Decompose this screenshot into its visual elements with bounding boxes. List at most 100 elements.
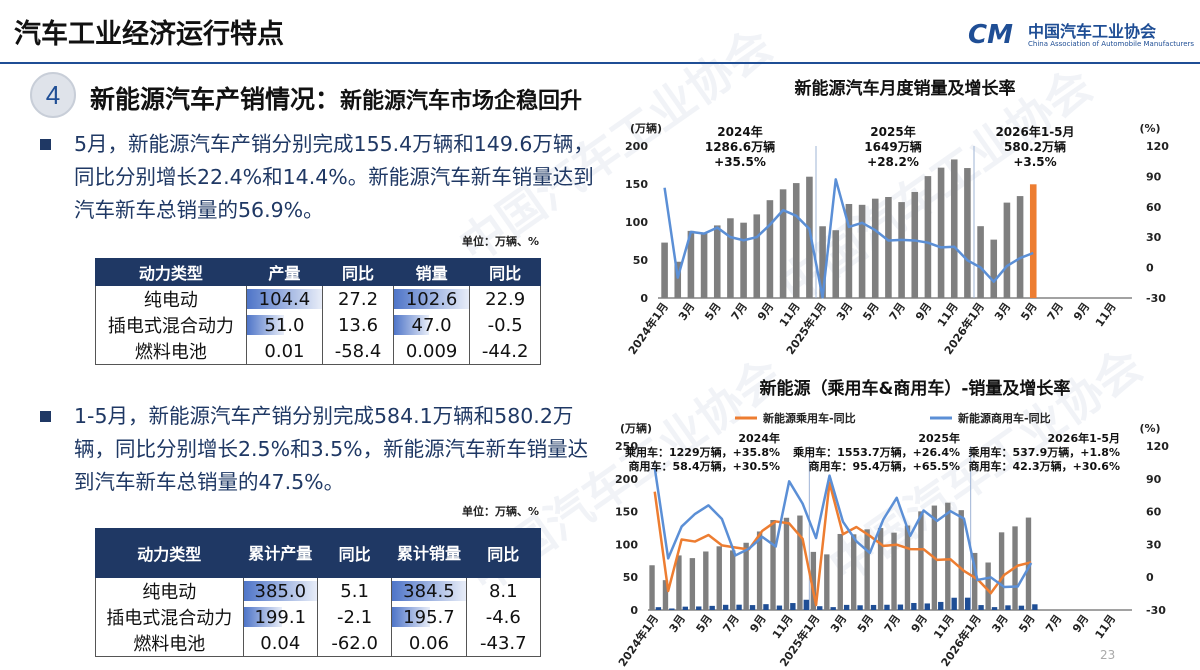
x-tick-label: 7月: [1043, 612, 1064, 635]
chart-bar: [864, 529, 870, 610]
logo-cn-text: 中国汽车工业协会: [1028, 22, 1157, 41]
y2-tick-label: 0: [1146, 262, 1154, 275]
table-cell-type: 插电式混合动力: [95, 604, 244, 630]
bullet-cumulative: 1-5月，新能源汽车产销分别完成584.1万辆和580.2万辆，同比分别增长2.…: [40, 400, 600, 500]
chart-bar: [978, 605, 984, 610]
chart-annotation: 2026年1-5月: [995, 124, 1074, 139]
x-tick-label: 5月: [702, 300, 723, 323]
chart-bar: [1032, 604, 1038, 610]
col-header: 产量: [245, 258, 324, 286]
chart-bar: [792, 183, 800, 298]
chart-bar: [779, 189, 787, 298]
x-tick-label: 11月: [935, 300, 961, 329]
chart-bar: [806, 176, 813, 298]
x-tick-label: 3月: [676, 300, 697, 323]
logo: CM 中国汽车工业协会 China Association of Automob…: [968, 14, 1194, 54]
cell-text: 199.1: [254, 606, 307, 628]
chart-annotation: 乘用车：1229万辆，+35.8%: [624, 445, 780, 459]
table-cell-prod-yoy: -62.0: [316, 630, 393, 657]
chart-bar: [857, 605, 863, 610]
col-header: 同比: [322, 258, 394, 286]
chart-bar: [911, 191, 919, 298]
chart-bar: [740, 222, 747, 298]
table-cell-type: 纯电动: [95, 577, 244, 604]
x-tick-label: 5月: [1016, 612, 1037, 635]
table-cell-prod: 385.0: [242, 577, 318, 604]
cell-text: 插电式混合动力: [107, 316, 234, 337]
chart-bar: [991, 607, 998, 610]
bullet-text: 5月，新能源汽车产销分别完成155.4万辆和149.6万辆，同比分别增长22.4…: [74, 132, 594, 222]
chart-bar: [662, 580, 669, 610]
y2-tick-label: 90: [1146, 473, 1162, 486]
section-title-main: 新能源汽车产销情况：: [90, 85, 341, 114]
chart-bar: [990, 239, 998, 298]
chart-annotation: 2024年: [717, 124, 762, 139]
x-tick-label: 9月: [909, 612, 930, 635]
cell-text: 22.9: [485, 288, 526, 310]
chart-bar: [819, 226, 826, 298]
logo-en-text: China Association of Automobile Manufact…: [1028, 40, 1195, 48]
x-tick-label: 9月: [1070, 612, 1091, 635]
chart-monthly-sales: 新能源汽车月度销量及增长率 (万辆) (%) 0 50 100 150 200 -30 0 30 60…: [625, 78, 1169, 357]
chart-bar: [918, 511, 924, 610]
chart-annotation: 1286.6万辆: [705, 139, 775, 154]
chart-bar: [776, 605, 783, 610]
chart-annotation: +3.5%: [1013, 155, 1056, 169]
chart-bar: [897, 604, 904, 610]
chart-bar: [763, 604, 769, 610]
cell-text: -58.4: [334, 340, 382, 362]
chart-annotation: 1649万辆: [864, 139, 921, 154]
y2-tick-label: 90: [1146, 170, 1162, 183]
chart-bar: [851, 534, 857, 610]
chart-annotation: 580.2万辆: [1004, 139, 1066, 154]
chart-bar: [736, 604, 742, 610]
chart-bar: [655, 607, 662, 610]
series-line: [653, 481, 1032, 607]
data-bar: [243, 581, 317, 601]
x-tick-label: 11月: [770, 612, 796, 641]
chart-bar: [911, 602, 917, 610]
data-bar: [246, 289, 323, 309]
x-tick-label: 11月: [1093, 612, 1119, 641]
chart-bar: [713, 225, 721, 298]
table-cell-type: 纯电动: [95, 285, 247, 312]
table-cell-sales: 384.5: [391, 577, 467, 604]
table-cell-sales: 0.009: [392, 338, 471, 365]
chart-bar: [649, 565, 655, 610]
table-cell-sales: 195.7: [391, 604, 467, 630]
x-tick-label: 3月: [834, 300, 855, 323]
chart-bar: [700, 233, 708, 298]
cell-text: 27.2: [337, 288, 379, 310]
chart-bar: [730, 550, 736, 610]
cell-text: 385.0: [254, 580, 307, 602]
table-cell-prod: 0.01: [245, 338, 324, 365]
chart-bar: [977, 226, 984, 298]
header: 汽车工业经济运行特点 CM 中国汽车工业协会 China Association…: [0, 0, 1200, 62]
chart-bar: [938, 601, 944, 610]
y-tick-label: 250: [615, 440, 638, 453]
y-tick-label: 200: [625, 140, 648, 153]
chart-annotation: +35.5%: [714, 155, 766, 169]
chart-bar: [885, 196, 892, 298]
chart-bar: [891, 532, 897, 610]
chart-bar: [884, 604, 890, 610]
y-axis-label: (万辆): [620, 421, 652, 435]
cell-text: 0.01: [264, 340, 305, 362]
chart-annotation: +28.2%: [867, 155, 919, 169]
y-tick-label: 50: [623, 571, 639, 584]
table-cell-sales: 47.0: [392, 312, 471, 338]
bullet-text: 1-5月，新能源汽车产销分别完成584.1万辆和580.2万辆，同比分别增长2.…: [74, 404, 589, 494]
x-tick-label: 7月: [887, 300, 908, 323]
data-bar: [393, 289, 470, 309]
cell-text: 102.6: [405, 288, 458, 310]
page-number: 23: [1100, 648, 1116, 662]
table-cell-sales: 102.6: [392, 285, 471, 312]
y-tick-label: 150: [625, 178, 648, 191]
cell-text: 13.6: [337, 314, 379, 336]
cell-text: -4.6: [485, 606, 521, 628]
x-tick-label: 7月: [1045, 300, 1066, 323]
chart-bar: [870, 604, 877, 610]
chart-annotation: 2024年: [738, 431, 780, 445]
chart-bar: [964, 597, 971, 610]
chart-bar: [676, 555, 682, 610]
